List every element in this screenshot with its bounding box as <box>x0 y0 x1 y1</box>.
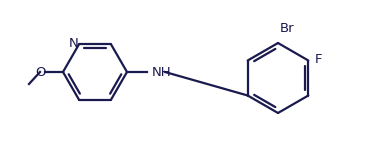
Text: N: N <box>69 37 79 50</box>
Text: O: O <box>35 66 45 78</box>
Text: F: F <box>314 53 322 66</box>
Text: Br: Br <box>280 22 295 35</box>
Text: NH: NH <box>152 66 172 80</box>
